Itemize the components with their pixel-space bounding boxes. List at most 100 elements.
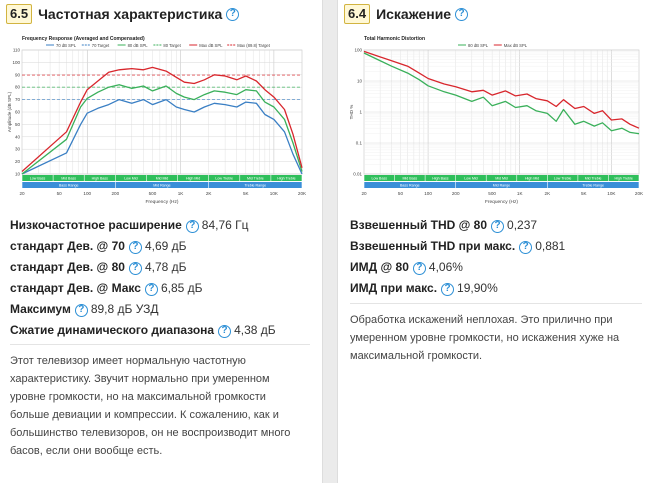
legend-label: Max (89.8) Target [237, 43, 271, 48]
metric-label: ИМД @ 80 [350, 260, 409, 274]
metrics-list: Низкочастотное расширение? 84,76 Гц станда… [10, 215, 276, 341]
x-tick-label: 500 [488, 191, 496, 196]
metric-value: 0,881 [535, 239, 566, 253]
divider [10, 344, 310, 345]
band-segment [84, 175, 116, 181]
y-tick-label: 30 [15, 147, 21, 152]
metric-value: 4,38 дБ [234, 323, 276, 337]
band-segment [271, 175, 302, 181]
metric-value: 6,85 дБ [160, 281, 203, 295]
distortion-chart: Total Harmonic Distortion 80 dB SPL Max dB… [348, 32, 643, 212]
band-label: Mid Range [493, 183, 510, 187]
help-icon[interactable]: ? [519, 241, 533, 254]
x-tick-label: 5K [243, 191, 250, 196]
metrics-list: Взвешенный THD @ 80? 0,237 Взвешенный THD … [350, 215, 565, 299]
metric-label: стандарт Дев. @ 80 [10, 260, 125, 274]
y-tick-label: 10 [357, 79, 363, 84]
band-label: Low Mid [464, 176, 477, 180]
metric-row: ИМД @ 80? 4,06% [350, 257, 565, 278]
score-badge: 6.5 [6, 4, 33, 24]
band-segment [486, 175, 517, 181]
y-tick-label: 70 [15, 97, 21, 102]
divider [350, 303, 642, 304]
help-icon[interactable]: ? [412, 262, 426, 275]
band-label: High Bass [92, 176, 109, 180]
metric-value: 4,78 дБ [144, 260, 187, 274]
band-segment [177, 175, 209, 181]
help-icon[interactable]: ? [185, 220, 199, 233]
band-segment [547, 182, 639, 188]
band-label: Mid Mid [156, 176, 169, 180]
help-icon[interactable]: ? [226, 7, 240, 21]
series-line [363, 52, 640, 135]
legend-label: 70 Target [92, 43, 110, 48]
y-tick-label: 0.01 [353, 172, 362, 177]
band-label: Mid Treble [585, 176, 602, 180]
y-tick-label: 0.1 [356, 141, 363, 146]
band-segment [517, 175, 548, 181]
y-tick-label: 1 [359, 110, 362, 115]
band-label: Mid Treble [247, 176, 264, 180]
metric-row: Низкочастотное расширение? 84,76 Гц [10, 215, 276, 236]
band-segment [53, 175, 84, 181]
metric-row: Взвешенный THD при макс.? 0,881 [350, 236, 565, 257]
band-label: Low Bass [371, 176, 387, 180]
help-icon[interactable]: ? [441, 283, 455, 296]
chart-title: Total Harmonic Distortion [364, 36, 425, 42]
series-line [21, 66, 303, 172]
x-tick-label: 10K [607, 191, 616, 196]
band-label: High Treble [615, 176, 633, 180]
band-segment [608, 175, 639, 181]
x-tick-label: 20 [19, 191, 25, 196]
band-label: Mid Bass [402, 176, 417, 180]
band-segment [364, 175, 395, 181]
metric-label: Сжатие динамического диапазона [10, 323, 215, 337]
series-line [21, 98, 303, 175]
help-icon[interactable]: ? [74, 304, 88, 317]
x-tick-label: 1K [517, 191, 524, 196]
band-label: Low Mid [124, 176, 137, 180]
help-icon[interactable]: ? [491, 220, 505, 233]
metric-label: Взвешенный THD @ 80 [350, 218, 488, 232]
description: Этот телевизор имеет нормальную частотну… [10, 355, 291, 457]
metric-row: стандарт Дев. @ Макс? 6,85 дБ [10, 278, 276, 299]
legend-label: 70 dB SPL [56, 43, 77, 48]
band-segment [578, 175, 609, 181]
help-icon[interactable]: ? [144, 283, 158, 296]
metric-label: Низкочастотное расширение [10, 218, 182, 232]
card-header: 6.4 Искажение ? [344, 4, 469, 24]
metric-value: 19,90% [457, 281, 498, 295]
x-tick-label: 100 [83, 191, 91, 196]
band-segment [364, 182, 456, 188]
metric-value: 4,06% [428, 260, 463, 274]
y-tick-label: 110 [13, 48, 21, 53]
band-label: High Treble [277, 176, 295, 180]
metric-label: стандарт Дев. @ Макс [10, 281, 141, 295]
x-tick-label: 100 [424, 191, 432, 196]
metric-row: стандарт Дев. @ 70? 4,69 дБ [10, 236, 276, 257]
band-label: Mid Mid [495, 176, 508, 180]
score-badge: 6.4 [344, 4, 371, 24]
x-tick-label: 1K [178, 191, 185, 196]
x-tick-label: 20K [635, 191, 643, 196]
chart-title: Frequency Response (Averaged and Compens… [22, 36, 145, 42]
help-icon[interactable]: ? [455, 7, 469, 21]
help-icon[interactable]: ? [218, 325, 232, 338]
x-tick-label: 500 [149, 191, 157, 196]
metric-row: Сжатие динамического диапазона? 4,38 дБ [10, 320, 276, 341]
help-icon[interactable]: ? [128, 241, 142, 254]
metric-row: Максимум? 89,8 дБ УЗД [10, 299, 276, 320]
band-segment [208, 175, 240, 181]
legend-label: 80 Target [163, 43, 181, 48]
metric-label: стандарт Дев. @ 70 [10, 239, 125, 253]
help-icon[interactable]: ? [128, 262, 142, 275]
metric-value: 89,8 дБ УЗД [90, 302, 159, 316]
series-line [363, 50, 640, 129]
band-segment [22, 182, 116, 188]
band-segment [146, 175, 178, 181]
legend-label: Max dB SPL [504, 43, 528, 48]
metric-value: 4,69 дБ [144, 239, 187, 253]
x-tick-label: 2K [545, 191, 552, 196]
band-segment [425, 175, 456, 181]
x-axis-label: Frequency (Hz) [145, 199, 178, 205]
